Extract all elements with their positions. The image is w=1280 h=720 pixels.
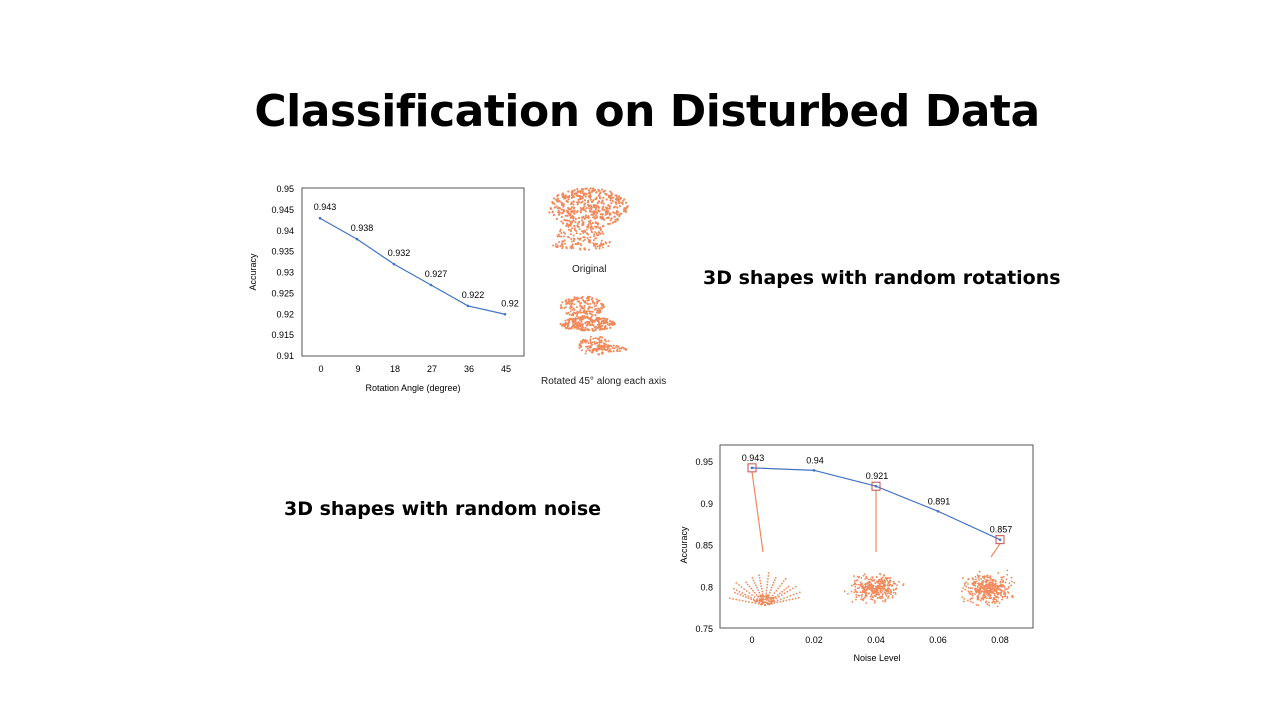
data-label: 0.932 [388, 248, 411, 258]
x-tick-label: 18 [390, 364, 400, 374]
data-point [466, 304, 470, 308]
x-tick-label: 0.08 [991, 635, 1009, 645]
y-tick-label: 0.935 [271, 247, 294, 257]
caption-rotation: 3D shapes with random rotations [703, 267, 1061, 289]
callout-line [990, 543, 1001, 558]
y-tick-label: 0.9 [700, 499, 713, 509]
y-tick-label: 0.925 [271, 288, 294, 298]
chair-rotated-pointcloud [559, 295, 628, 356]
chair-original-pointcloud [548, 187, 629, 251]
y-tick-label: 0.945 [271, 205, 294, 215]
y-tick-label: 0.75 [695, 624, 713, 634]
x-tick-label: 45 [501, 364, 511, 374]
y-axis-title: Accuracy [679, 526, 689, 564]
original-label: Original [572, 264, 607, 275]
data-point [503, 312, 507, 316]
highlight-marker [747, 463, 757, 473]
highlight-marker [995, 535, 1005, 545]
x-tick-label: 27 [427, 364, 437, 374]
y-tick-label: 0.91 [276, 351, 294, 361]
x-tick-label: 0 [749, 635, 754, 645]
x-tick-label: 0.02 [805, 635, 823, 645]
y-tick-label: 0.915 [271, 330, 294, 340]
y-tick-label: 0.85 [695, 541, 713, 551]
data-point [318, 216, 322, 220]
y-axis-title: Accuracy [248, 253, 258, 291]
data-point [429, 283, 433, 287]
slide-title: Classification on Disturbed Data [254, 86, 1040, 137]
data-label: 0.891 [928, 496, 951, 506]
data-label: 0.922 [462, 290, 485, 300]
callout-line [751, 471, 764, 553]
x-tick-label: 0 [318, 364, 323, 374]
highlight-marker [871, 481, 881, 491]
caption-noise: 3D shapes with random noise [284, 498, 602, 520]
data-point [936, 509, 940, 513]
data-label: 0.857 [990, 525, 1013, 535]
y-tick-label: 0.92 [276, 309, 294, 319]
x-tick-label: 36 [464, 364, 474, 374]
data-label: 0.94 [806, 455, 824, 465]
x-tick-label: 9 [355, 364, 360, 374]
data-point [355, 237, 359, 241]
y-tick-label: 0.95 [276, 184, 294, 194]
y-tick-label: 0.93 [276, 268, 294, 278]
x-tick-label: 0.06 [929, 635, 947, 645]
data-point [874, 484, 878, 488]
plant-noise-004-pointcloud [843, 572, 905, 604]
data-label: 0.943 [314, 202, 337, 212]
data-point [392, 262, 396, 266]
data-label: 0.927 [425, 269, 448, 279]
data-label: 0.92 [501, 298, 519, 308]
data-label: 0.943 [742, 453, 765, 463]
x-axis-title: Rotation Angle (degree) [365, 383, 460, 393]
x-tick-label: 0.04 [867, 635, 885, 645]
rotated-label: Rotated 45° along each axis [541, 376, 667, 387]
plot-frame [719, 444, 1034, 629]
series-line [319, 217, 506, 315]
data-label: 0.938 [351, 223, 374, 233]
plant-noise-0-pointcloud [728, 572, 801, 606]
x-axis-title: Noise Level [853, 653, 900, 663]
data-point [998, 538, 1002, 541]
plant-noise-008-pointcloud [960, 569, 1016, 608]
y-tick-label: 0.95 [695, 457, 713, 467]
y-tick-label: 0.94 [276, 226, 294, 236]
data-point [750, 466, 754, 470]
data-point [812, 469, 816, 472]
data-label: 0.921 [866, 471, 889, 481]
plot-frame [301, 187, 525, 357]
y-tick-label: 0.8 [700, 582, 713, 592]
